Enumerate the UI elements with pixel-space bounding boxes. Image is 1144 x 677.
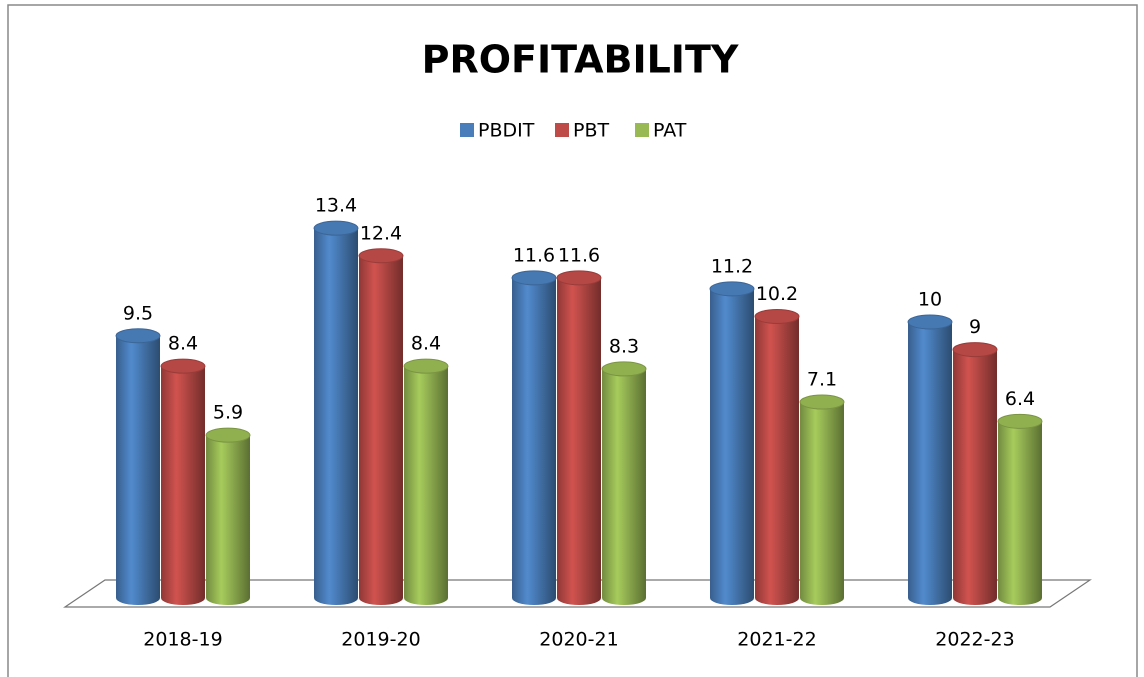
- bar: [953, 349, 997, 605]
- chart-frame: [7, 4, 1138, 677]
- bar: [161, 366, 205, 605]
- bar-top: [907, 314, 953, 330]
- data-label: 8.4: [411, 333, 441, 355]
- legend-label: PBT: [573, 120, 609, 142]
- data-label: 8.3: [609, 335, 639, 357]
- bar-top: [205, 427, 251, 443]
- data-label: 10.2: [756, 283, 798, 305]
- bar-top: [709, 281, 755, 297]
- chart-title: PROFITABILITY: [422, 38, 739, 82]
- bar: [116, 335, 160, 605]
- bar: [710, 288, 754, 605]
- x-tick-label: 2022-23: [935, 629, 1014, 651]
- legend-swatch: [555, 123, 569, 137]
- data-label: 8.4: [168, 333, 198, 355]
- bar-top: [556, 270, 602, 286]
- x-tick-label: 2019-20: [341, 629, 420, 651]
- bar: [512, 277, 556, 605]
- data-label: 7.1: [807, 369, 837, 391]
- bar: [557, 277, 601, 605]
- bar-top: [952, 342, 998, 358]
- data-label: 10: [918, 289, 942, 311]
- data-label: 11.2: [711, 255, 753, 277]
- data-label: 11.6: [558, 244, 600, 266]
- legend-label: PAT: [653, 120, 687, 142]
- data-label: 9.5: [123, 302, 153, 324]
- legend-swatch: [635, 123, 649, 137]
- data-label: 13.4: [315, 195, 357, 217]
- data-label: 11.6: [513, 244, 555, 266]
- bar-top: [799, 394, 845, 410]
- bar-top: [601, 361, 647, 377]
- bar: [314, 228, 358, 605]
- bar-top: [160, 358, 206, 374]
- bar-top: [997, 413, 1043, 429]
- data-label: 9: [969, 316, 981, 338]
- bar: [998, 421, 1042, 605]
- bar-top: [511, 270, 557, 286]
- bar-top: [115, 328, 161, 344]
- bar: [359, 255, 403, 605]
- bar: [602, 368, 646, 605]
- bar: [800, 402, 844, 605]
- bar-top: [358, 248, 404, 264]
- x-tick-label: 2018-19: [143, 629, 222, 651]
- x-tick-label: 2021-22: [737, 629, 816, 651]
- legend-swatch: [460, 123, 474, 137]
- data-label: 12.4: [360, 222, 402, 244]
- bar: [404, 366, 448, 605]
- bar: [908, 322, 952, 605]
- bar: [206, 435, 250, 605]
- data-label: 6.4: [1005, 388, 1035, 410]
- legend-label: PBDIT: [478, 120, 535, 142]
- data-label: 5.9: [213, 402, 243, 424]
- bar-top: [754, 308, 800, 324]
- bar-top: [313, 220, 359, 236]
- bar: [755, 316, 799, 605]
- bar-top: [403, 358, 449, 374]
- x-tick-label: 2020-21: [539, 629, 618, 651]
